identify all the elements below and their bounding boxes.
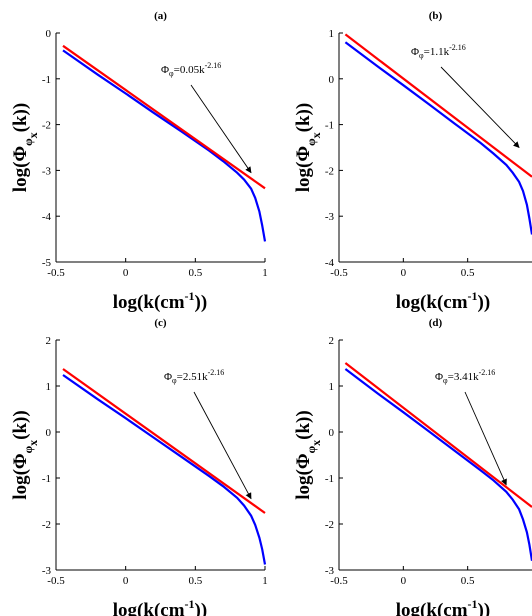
y-tick-label: 1 — [46, 381, 52, 393]
panel-title: (b) — [429, 10, 443, 22]
annotation-arrow — [464, 391, 507, 486]
fit-annotation: Φφ=0.05k-2.16 — [161, 61, 221, 78]
x-tick-label: 0 — [401, 575, 407, 587]
y-tick-label: 0 — [329, 427, 335, 439]
fit-annotation: Φφ=3.41k-2.16 — [435, 368, 495, 385]
x-axis-label: log(k(cm-1)) — [113, 289, 207, 313]
x-tick-label: 1 — [262, 575, 268, 587]
fit-line — [62, 44, 266, 190]
fit-line — [344, 362, 532, 508]
y-tick-label: 2 — [46, 335, 52, 347]
data-curve — [62, 374, 267, 565]
y-tick-label: -4 — [42, 211, 52, 223]
y-tick-label: -1 — [42, 473, 51, 485]
x-tick-label: -0.5 — [330, 575, 348, 587]
annotation-arrow — [440, 66, 520, 148]
x-tick-label: -0.5 — [330, 267, 348, 279]
y-tick-label: -3 — [325, 565, 335, 577]
y-tick-label: 0 — [46, 427, 52, 439]
y-tick-label: 2 — [329, 335, 335, 347]
fit-annotation: Φφ=2.51k-2.16 — [164, 368, 224, 385]
y-tick-label: -2 — [42, 519, 51, 531]
y-tick-label: -3 — [325, 211, 335, 223]
y-axis-label: log(Φφx(k)) — [10, 103, 40, 192]
y-tick-label: 1 — [329, 381, 335, 393]
fit-line — [344, 33, 532, 178]
y-tick-label: -2 — [325, 519, 334, 531]
x-tick-label: 0 — [123, 267, 129, 279]
y-tick-label: -3 — [42, 565, 52, 577]
panel-title: (d) — [429, 317, 443, 329]
x-tick-label: 0.5 — [461, 267, 475, 279]
x-tick-label: 0.5 — [461, 575, 475, 587]
y-tick-label: 0 — [46, 28, 52, 40]
panel-c: (c) -3 -2 -1 0 1 2 -0.5 0 0.5 1 log(k(cm-1)) log(Φφx… — [10, 317, 268, 616]
y-tick-label: -2 — [325, 165, 334, 177]
y-axis-label: log(Φφx(k)) — [293, 410, 323, 499]
fit-line — [62, 368, 266, 514]
x-tick-label: 1 — [262, 267, 268, 279]
panel-d: (d) -3 -2 -1 0 1 2 -0.5 0 0.5 log(k(cm-1)) log(Φφx(… — [293, 317, 532, 616]
data-curve — [344, 41, 532, 235]
y-tick-label: -5 — [42, 257, 52, 269]
y-tick-label: -1 — [42, 74, 51, 86]
annotation-arrow — [190, 84, 252, 174]
x-tick-label: -0.5 — [47, 575, 65, 587]
x-tick-label: 0.5 — [188, 575, 202, 587]
y-tick-label: 1 — [329, 28, 335, 40]
y-tick-label: -3 — [42, 165, 52, 177]
x-tick-label: 0 — [401, 267, 407, 279]
y-tick-label: -1 — [325, 473, 334, 485]
y-axis-label: log(Φφx(k)) — [293, 103, 323, 192]
x-tick-label: -0.5 — [47, 267, 65, 279]
data-curve — [62, 49, 267, 242]
y-tick-label: -2 — [42, 120, 51, 132]
annotation-arrow — [193, 391, 252, 500]
y-axis-label: log(Φφx(k)) — [10, 410, 40, 499]
x-axis-label: log(k(cm-1)) — [396, 289, 490, 313]
panel-title: (c) — [154, 317, 167, 329]
y-tick-label: -4 — [325, 257, 335, 269]
x-axis-label: log(k(cm-1)) — [113, 597, 207, 616]
fit-annotation: Φφ=1.1k-2.16 — [411, 43, 466, 60]
x-tick-label: 0 — [123, 575, 129, 587]
y-tick-label: 0 — [329, 74, 335, 86]
panel-b: (b) -4 -3 -2 -1 0 1 -0.5 0 0.5 log(k(cm-1)) log(Φφx… — [293, 10, 532, 313]
panel-a: (a) -5 -4 -3 -2 -1 0 -0.5 0 0.5 1 log(k(cm-1)) log(Φ… — [10, 10, 268, 313]
panel-title: (a) — [154, 10, 167, 22]
y-tick-label: -1 — [325, 120, 334, 132]
x-tick-label: 0.5 — [188, 267, 202, 279]
data-curve — [344, 368, 532, 561]
x-axis-label: log(k(cm-1)) — [396, 597, 490, 616]
